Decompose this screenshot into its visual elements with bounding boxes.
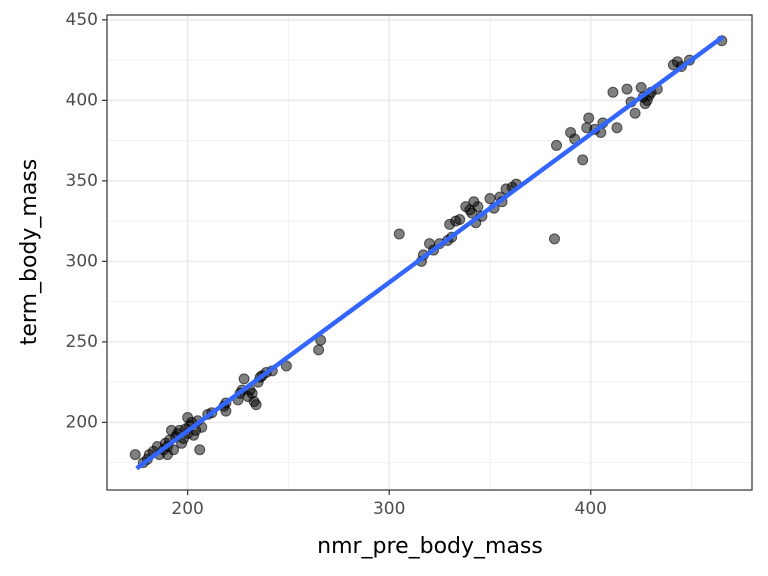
x-axis-title: nmr_pre_body_mass [317,534,543,559]
point [611,122,623,134]
point [583,112,595,124]
point [484,193,496,205]
trend-line [135,35,725,471]
marks [129,35,728,471]
point [313,344,325,356]
point [629,107,641,119]
point [621,83,633,95]
y-tick-label: 200 [66,412,98,432]
point [238,373,250,385]
point [129,449,141,461]
point [577,154,589,166]
point [393,228,405,240]
point [550,139,562,151]
point [194,444,206,456]
x-tick-label: 200 [171,499,203,519]
x-tick-label: 300 [373,499,405,519]
point [607,86,619,98]
y-tick-label: 300 [66,251,98,271]
point [635,81,647,93]
point [472,201,484,213]
x-tick-label: 400 [575,499,607,519]
y-tick-label: 400 [66,90,98,110]
point [454,213,466,225]
y-tick-label: 250 [66,332,98,352]
point [250,399,262,411]
panel-border [106,14,753,491]
y-tick-label: 350 [66,171,98,191]
point [168,444,180,456]
grid [107,15,752,490]
y-tick-label: 450 [66,10,98,30]
y-axis-title: term_body_mass [17,159,42,346]
point [548,233,560,245]
point [280,360,292,372]
